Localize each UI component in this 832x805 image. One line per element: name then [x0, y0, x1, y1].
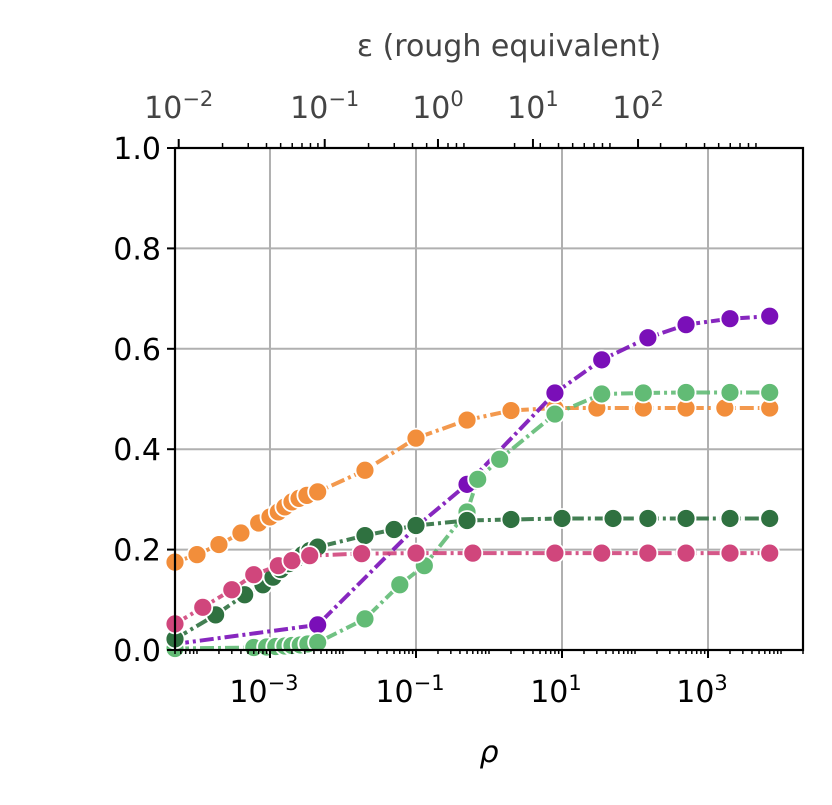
data-point [307, 632, 329, 653]
data-point [299, 545, 321, 567]
data-point [405, 427, 427, 449]
series-line [173, 551, 770, 626]
series-layer [164, 305, 781, 659]
y-tick-label: 0.8 [113, 232, 161, 267]
y-tick-label: 0.6 [113, 333, 161, 368]
top-tick-label: 102 [612, 87, 664, 126]
y-tick-label: 0.4 [113, 433, 161, 468]
y-tick-label: 0.2 [113, 534, 161, 569]
data-point [637, 508, 659, 529]
top-tick-label: 100 [412, 87, 464, 126]
top-x-axis: 10−2 10−1 100 101 102 [144, 87, 757, 148]
data-point [719, 508, 741, 529]
data-point [186, 544, 208, 566]
grid-lines [175, 148, 803, 650]
data-point [221, 579, 243, 601]
data-point [354, 608, 376, 630]
data-point [500, 509, 522, 530]
data-point [675, 314, 697, 336]
series-4 [164, 542, 781, 635]
data-point [637, 327, 659, 349]
x-axis: 10−3 10−1 101 103 [174, 650, 804, 710]
top-tick-label: 10−2 [144, 87, 213, 126]
top-tick-label: 101 [507, 87, 559, 126]
y-axis: 0.0 0.2 0.4 0.6 0.8 1.0 [113, 132, 175, 669]
data-point [719, 308, 741, 330]
data-point [389, 574, 411, 596]
x-tick-label: 101 [530, 671, 582, 710]
x-tick-label: 103 [676, 671, 728, 710]
data-point [637, 542, 659, 564]
data-point [759, 305, 781, 327]
data-point [544, 382, 566, 404]
x-axis-label: ρ [479, 735, 498, 770]
x-tick-label: 10−3 [229, 671, 298, 710]
data-point [500, 400, 522, 421]
data-point [230, 522, 252, 544]
data-point [759, 508, 781, 529]
data-point [591, 349, 613, 371]
data-point [489, 448, 511, 470]
data-point [551, 508, 573, 529]
data-point [208, 534, 230, 555]
data-point [307, 614, 329, 636]
data-point [281, 550, 303, 572]
data-point [632, 382, 654, 404]
data-point [307, 481, 329, 503]
data-point [675, 508, 697, 529]
data-point [759, 542, 781, 564]
data-point [462, 542, 484, 564]
data-point [675, 542, 697, 564]
data-point [243, 564, 265, 586]
data-point [591, 383, 613, 405]
x-tick-label: 10−1 [375, 671, 444, 710]
data-point [467, 468, 489, 490]
data-point [456, 409, 478, 431]
data-point [675, 382, 697, 403]
data-point [383, 519, 405, 540]
data-point [719, 382, 741, 403]
data-point [544, 542, 566, 564]
series-line [174, 314, 770, 646]
y-tick-label: 0.0 [113, 634, 161, 669]
data-point [405, 515, 427, 536]
data-point [405, 542, 427, 564]
data-point [351, 543, 373, 565]
data-point [719, 542, 741, 564]
data-point [602, 508, 624, 529]
data-point [354, 525, 376, 546]
data-point [759, 382, 781, 403]
data-point [354, 459, 376, 481]
data-point [544, 403, 566, 425]
top-tick-label: 10−1 [290, 87, 359, 126]
data-point [591, 542, 613, 564]
data-point [192, 596, 214, 618]
y-tick-label: 1.0 [113, 132, 161, 167]
top-axis-label: ε (rough equivalent) [357, 29, 661, 64]
data-point [456, 510, 478, 531]
